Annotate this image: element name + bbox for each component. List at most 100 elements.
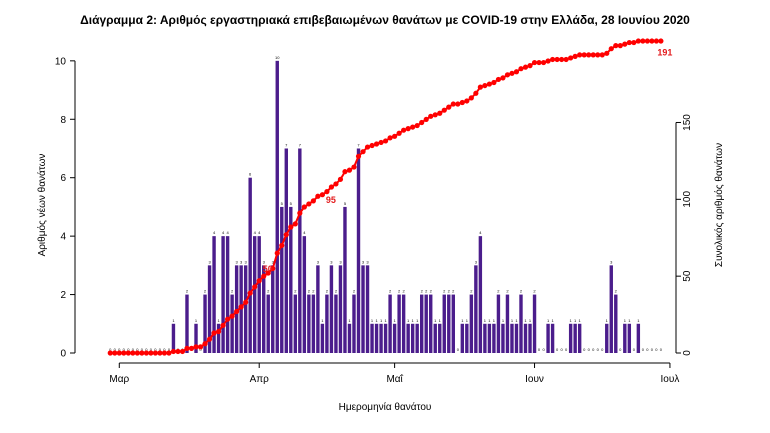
bar bbox=[397, 294, 401, 353]
cumulative-point bbox=[392, 133, 398, 139]
bar-value-label: 0 bbox=[583, 347, 586, 352]
cumulative-point bbox=[328, 184, 335, 190]
bar-value-label: 0 bbox=[168, 347, 171, 352]
cumulative-point bbox=[369, 142, 375, 149]
bar bbox=[379, 323, 383, 353]
bar-value-label: 0 bbox=[601, 347, 604, 352]
bar bbox=[334, 294, 338, 353]
x-tick-label: Μαρ bbox=[109, 374, 129, 385]
cumulative-point bbox=[206, 336, 213, 342]
cumulative-point bbox=[649, 38, 655, 44]
bar-value-label: 0 bbox=[145, 347, 148, 352]
bar-value-label: 2 bbox=[231, 289, 234, 294]
cumulative-point bbox=[572, 53, 578, 59]
bar bbox=[307, 294, 311, 353]
bar-value-label: 1 bbox=[393, 318, 396, 323]
cumulative-point bbox=[477, 84, 483, 90]
cumulative-point bbox=[414, 122, 420, 129]
cumulative-point bbox=[161, 350, 168, 356]
bar-value-label: 4 bbox=[254, 230, 257, 235]
bar-value-label: 0 bbox=[199, 347, 202, 352]
cumulative-point bbox=[586, 52, 592, 58]
bar-value-label: 5 bbox=[344, 201, 347, 206]
bar bbox=[271, 265, 275, 353]
bar-value-label: 2 bbox=[533, 289, 536, 294]
cumulative-point bbox=[247, 290, 253, 296]
bar-value-label: 5 bbox=[281, 201, 284, 206]
cumulative-point bbox=[559, 56, 565, 63]
cumulative-point bbox=[364, 144, 371, 150]
cumulative-point bbox=[270, 265, 276, 272]
bar bbox=[230, 294, 234, 353]
cumulative-point bbox=[549, 56, 556, 63]
x-axis-label: Ημερομηνία θανάτου bbox=[339, 401, 432, 413]
cumulative-point bbox=[252, 284, 258, 290]
bar bbox=[392, 323, 397, 353]
cumulative-point bbox=[635, 38, 641, 44]
bar-value-label: 6 bbox=[249, 172, 252, 177]
bar bbox=[519, 294, 523, 353]
cumulative-point bbox=[432, 112, 438, 118]
bar-value-label: 0 bbox=[597, 347, 600, 352]
bar bbox=[573, 323, 577, 353]
bar bbox=[568, 323, 573, 353]
cumulative-point bbox=[288, 224, 294, 230]
cumulative-point bbox=[500, 75, 506, 81]
bar-value-label: 2 bbox=[186, 289, 189, 294]
bar-value-label: 3 bbox=[362, 259, 365, 264]
cumulative-point bbox=[382, 138, 389, 144]
bar bbox=[257, 236, 261, 353]
bar-value-label: 1 bbox=[217, 318, 220, 323]
bar-value-label: 1 bbox=[461, 318, 464, 323]
bar-value-label: 1 bbox=[637, 318, 640, 323]
bar-value-label: 0 bbox=[655, 347, 658, 352]
bar-value-label: 4 bbox=[303, 230, 306, 235]
cumulative-point bbox=[658, 38, 664, 44]
bar-value-label: 0 bbox=[565, 347, 568, 352]
bar-value-label: 4 bbox=[479, 230, 482, 235]
bar-value-label: 2 bbox=[497, 289, 500, 294]
bar bbox=[374, 323, 379, 353]
y-left-tick-label: 10 bbox=[55, 56, 67, 67]
bar-value-label: 1 bbox=[574, 318, 577, 323]
bar bbox=[325, 294, 329, 353]
cumulative-point bbox=[351, 164, 357, 170]
bar-value-label: 0 bbox=[538, 347, 541, 352]
bar-value-label: 3 bbox=[339, 259, 342, 264]
y-left-tick-label: 0 bbox=[60, 349, 66, 360]
cumulative-point bbox=[310, 198, 316, 204]
bar-value-label: 1 bbox=[488, 318, 491, 323]
cumulative-point bbox=[152, 350, 158, 356]
bar-value-label: 3 bbox=[610, 259, 613, 264]
bar-value-label: 3 bbox=[240, 259, 243, 264]
bar bbox=[361, 265, 365, 353]
cumulative-point bbox=[116, 350, 122, 356]
bar-value-label: 2 bbox=[448, 289, 451, 294]
bar-value-label: 0 bbox=[646, 347, 649, 352]
cumulative-point bbox=[297, 210, 303, 216]
bar bbox=[329, 265, 334, 353]
bar bbox=[623, 323, 627, 353]
cumulative-point bbox=[599, 52, 605, 58]
chart-title: Διάγραμμα 2: Αριθμός εργαστηριακά επιβεβ… bbox=[80, 13, 690, 27]
cumulative-point bbox=[184, 345, 190, 351]
cumulative-point bbox=[238, 304, 244, 310]
bar bbox=[492, 323, 496, 353]
bar bbox=[311, 294, 316, 353]
cumulative-point bbox=[234, 308, 240, 315]
y-left-tick-label: 4 bbox=[60, 232, 66, 243]
y-left-tick-label: 2 bbox=[60, 290, 66, 301]
bar bbox=[316, 265, 320, 353]
bar-value-label: 3 bbox=[366, 259, 369, 264]
x-tick-label: Ιουλ bbox=[661, 374, 680, 385]
bar-value-label: 0 bbox=[642, 347, 645, 352]
bar bbox=[550, 323, 555, 353]
cumulative-point bbox=[455, 101, 461, 107]
bar-value-label: 2 bbox=[443, 289, 446, 294]
bar-value-label: 1 bbox=[493, 318, 496, 323]
cumulative-point bbox=[215, 328, 222, 335]
cumulative-point bbox=[459, 99, 465, 106]
bar-value-label: 2 bbox=[425, 289, 428, 294]
cumulative-point bbox=[428, 113, 434, 119]
